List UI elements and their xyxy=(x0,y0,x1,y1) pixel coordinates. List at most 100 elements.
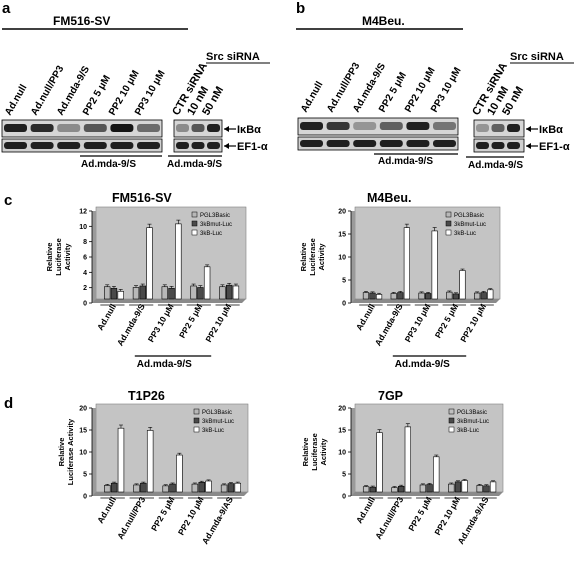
panel-b-ef1a-label: EF1-α xyxy=(539,141,570,153)
bar xyxy=(232,285,240,300)
band xyxy=(110,142,134,149)
bar xyxy=(403,227,410,300)
band xyxy=(353,140,377,147)
band xyxy=(191,124,205,132)
bar xyxy=(168,287,175,300)
bar xyxy=(146,430,154,493)
bar xyxy=(362,486,370,493)
band xyxy=(300,140,323,147)
bar xyxy=(446,291,453,300)
bar xyxy=(448,483,455,493)
y-tick-label: 0 xyxy=(342,301,346,308)
bar xyxy=(398,485,405,493)
legend-label: 3kB-Luc xyxy=(202,428,224,434)
bar xyxy=(140,482,147,493)
bar xyxy=(425,293,432,300)
band xyxy=(30,124,54,132)
band xyxy=(433,140,456,147)
x-category-label: Ad.null xyxy=(354,495,377,525)
x-category-label: Ad.null xyxy=(95,302,118,332)
y-axis-label: Relative xyxy=(299,243,308,272)
bar xyxy=(454,481,462,493)
band xyxy=(207,142,220,149)
y-tick-label: 6 xyxy=(83,255,87,262)
y-tick-label: 15 xyxy=(338,232,346,239)
y-tick-label: 10 xyxy=(79,450,87,457)
band xyxy=(4,142,27,149)
chart-m4beu: M4Beu. 0 5 10 15 20 Relative Luciferase Activity… xyxy=(299,191,501,370)
legend-label: 3kB-Luc xyxy=(200,231,222,237)
group-label: Ad.mda-9/S xyxy=(395,359,450,370)
bar xyxy=(169,483,176,493)
bar xyxy=(234,482,242,493)
bar xyxy=(104,286,111,300)
panel-a-cell-line: FM516-SV xyxy=(53,14,110,28)
bar xyxy=(474,292,481,300)
chart-title: T1P26 xyxy=(128,389,165,403)
legend-swatch xyxy=(193,408,200,415)
bar xyxy=(110,287,118,300)
y-axis-label: Luciferase xyxy=(54,238,63,276)
y-tick-label: 5 xyxy=(342,472,346,479)
x-category-label: Ad.null/PP3 xyxy=(373,495,405,541)
chart-title: FM516-SV xyxy=(112,191,172,205)
legend-label: 3kBmut-Luc xyxy=(454,222,486,228)
lane-label: Ad.null xyxy=(3,82,30,117)
band xyxy=(4,124,27,132)
y-tick-label: 20 xyxy=(338,209,346,216)
band xyxy=(379,122,403,130)
panel-d-letter: d xyxy=(4,395,13,412)
bar xyxy=(203,266,211,300)
band xyxy=(30,142,54,149)
y-axis-label: Relative xyxy=(57,438,66,467)
bar xyxy=(487,289,494,300)
band xyxy=(491,142,505,149)
y-axis-label: Luciferase Activity xyxy=(66,418,75,485)
panel-a-ef1a-label: EF1-α xyxy=(237,141,268,153)
bar xyxy=(146,227,153,300)
y-axis-label: Activity xyxy=(317,243,326,271)
panel-a-src-sirna: Src siRNA xyxy=(206,51,260,63)
band xyxy=(507,142,520,149)
y-tick-label: 10 xyxy=(338,255,346,262)
chart-t1p26: T1P26 0 5 10 15 20 Relative Luciferase Activity… xyxy=(57,389,249,546)
bar xyxy=(133,484,140,493)
legend-label: PGL3Basic xyxy=(457,410,487,416)
legend-swatch xyxy=(193,417,200,424)
bar xyxy=(132,287,140,300)
panel-a-bands xyxy=(4,124,220,149)
panel-a-ef1a-arrowhead xyxy=(224,143,229,149)
legend-swatch xyxy=(445,211,452,218)
bar xyxy=(362,292,370,300)
bar xyxy=(404,426,411,493)
y-axis-label: Activity xyxy=(63,243,72,271)
x-category-label: Ad.null xyxy=(95,495,118,525)
panel-a-group-label: Ad.mda-9/S xyxy=(81,159,136,170)
bar xyxy=(369,486,376,493)
x-category-label: PP2 5 μM xyxy=(149,495,177,533)
plot-floor xyxy=(92,492,248,496)
bar xyxy=(104,485,111,493)
plot-wall xyxy=(351,211,355,303)
y-axis-label: Activity xyxy=(319,438,328,466)
panel-b-ef1a-arrowhead xyxy=(526,143,531,149)
bar xyxy=(419,484,427,493)
panel-a-sirna-group-label: Ad.mda-9/S xyxy=(167,159,222,170)
lane-label: Ad.null xyxy=(299,79,326,114)
panel-b-letter: b xyxy=(296,0,305,17)
bar xyxy=(117,291,124,300)
legend-swatch xyxy=(445,220,452,227)
band xyxy=(83,124,107,132)
band xyxy=(326,140,350,147)
y-tick-label: 10 xyxy=(338,450,346,457)
y-tick-label: 4 xyxy=(83,270,87,277)
panel-b-bands xyxy=(300,122,520,149)
plot-floor xyxy=(351,492,503,496)
legend-label: 3kB-Luc xyxy=(457,428,479,434)
plot-area xyxy=(354,206,501,300)
band xyxy=(110,124,134,132)
y-axis-label: Luciferase xyxy=(310,433,319,471)
band xyxy=(191,142,205,149)
